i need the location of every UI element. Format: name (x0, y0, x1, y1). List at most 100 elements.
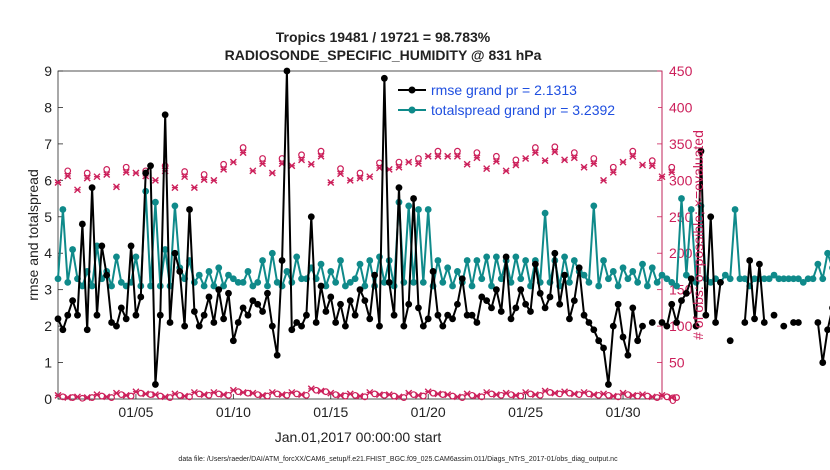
evaluated-count-marker (83, 174, 91, 182)
possible-count-marker (415, 155, 422, 162)
possible-count-marker (332, 391, 340, 399)
series-point-1 (634, 278, 642, 286)
chart-title-line1: Tropics 19481 / 19721 = 98.783% (276, 29, 491, 45)
legend-box (392, 78, 658, 122)
series-point-0 (619, 333, 627, 341)
series-point-0 (814, 319, 822, 326)
series-point-0 (108, 319, 115, 326)
series-point-0 (346, 297, 354, 304)
series-point-0 (673, 319, 681, 326)
evaluated-count-marker (181, 173, 189, 181)
series-point-0 (390, 311, 398, 319)
possible-count-marker (293, 390, 301, 398)
series-point-1 (220, 282, 228, 290)
series-point-0 (746, 257, 754, 264)
series-point-0 (244, 311, 252, 319)
possible-count-marker (137, 389, 145, 397)
possible-count-marker (512, 156, 520, 164)
evaluated-count-marker (366, 173, 374, 181)
series-point-0 (327, 293, 335, 301)
series-point-1 (765, 275, 773, 283)
possible-count-marker (264, 392, 271, 400)
series-point-0 (181, 322, 189, 330)
possible-count-marker (83, 169, 91, 177)
evaluated-count-marker (200, 176, 208, 184)
series-point-1 (366, 257, 374, 264)
series-point-0 (478, 293, 486, 301)
x-tick-label: 01/05 (118, 404, 153, 420)
y-right-tick-label: 300 (669, 172, 693, 188)
series-point-0 (195, 322, 203, 330)
series-point-0 (171, 249, 179, 257)
series-point-1 (785, 275, 793, 283)
evaluated-count-marker (151, 176, 159, 184)
possible-count-marker (390, 392, 398, 400)
evaluated-count-marker (288, 162, 296, 170)
evaluated-count-marker (307, 160, 315, 168)
possible-count-marker (478, 393, 486, 401)
series-point-0 (546, 293, 554, 301)
series-point-1 (629, 268, 637, 275)
series-point-0 (312, 319, 320, 326)
series-point-1 (497, 275, 505, 283)
series-point-1 (205, 268, 213, 275)
possible-count-marker (220, 160, 228, 168)
series-point-0 (702, 311, 710, 319)
series-point-0 (488, 304, 495, 312)
series-point-0 (790, 319, 797, 326)
evaluated-count-marker (132, 169, 140, 177)
series-point-0 (531, 260, 539, 268)
series-point-1 (794, 275, 802, 283)
evaluated-count-marker (259, 160, 267, 168)
series-point-1 (293, 253, 301, 261)
series-point-0 (278, 257, 286, 264)
possible-count-marker (527, 390, 534, 398)
evaluated-count-marker (531, 149, 539, 157)
series-point-1 (824, 249, 830, 257)
series-point-0 (512, 304, 520, 312)
series-point-0 (570, 297, 578, 304)
series-point-1 (658, 271, 666, 279)
evaluated-count-marker (492, 157, 500, 165)
series-point-1 (570, 257, 578, 264)
series-point-1 (682, 271, 690, 279)
series-point-1 (69, 246, 77, 253)
y-right-tick-label: 450 (669, 63, 693, 79)
series-point-0 (234, 319, 242, 326)
possible-count-marker (303, 391, 310, 399)
series-point-0 (249, 297, 257, 304)
evaluated-count-marker (414, 160, 422, 168)
series-point-0 (215, 286, 223, 294)
series-point-0 (288, 326, 296, 334)
series-point-0 (444, 311, 452, 319)
series-point-0 (468, 311, 476, 319)
series-point-1 (707, 278, 715, 286)
series-point-1 (351, 275, 359, 283)
possible-count-marker (361, 393, 369, 401)
series-point-1 (449, 282, 456, 290)
series-point-0 (59, 326, 67, 334)
series-point-1 (731, 206, 739, 213)
possible-count-marker (298, 151, 305, 159)
series-point-0 (585, 319, 593, 326)
series-point-0 (824, 326, 830, 334)
series-point-0 (127, 242, 135, 250)
series-point-1 (673, 282, 681, 290)
evaluated-count-marker (171, 184, 179, 192)
possible-count-marker (234, 388, 242, 396)
evaluated-count-marker (249, 167, 257, 175)
series-point-0 (590, 326, 598, 334)
evaluated-count-marker (122, 168, 130, 176)
possible-count-marker (122, 163, 130, 171)
series-point-0 (307, 213, 315, 221)
series-point-1 (283, 268, 291, 275)
possible-count-marker (200, 171, 208, 178)
evaluated-count-marker (405, 158, 413, 166)
possible-count-marker (531, 144, 539, 151)
series-point-0 (293, 319, 301, 326)
series-point-1 (337, 257, 344, 264)
series-point-1 (268, 249, 276, 257)
series-point-0 (439, 322, 447, 330)
possible-count-marker (176, 391, 184, 399)
series-point-0 (536, 289, 544, 297)
